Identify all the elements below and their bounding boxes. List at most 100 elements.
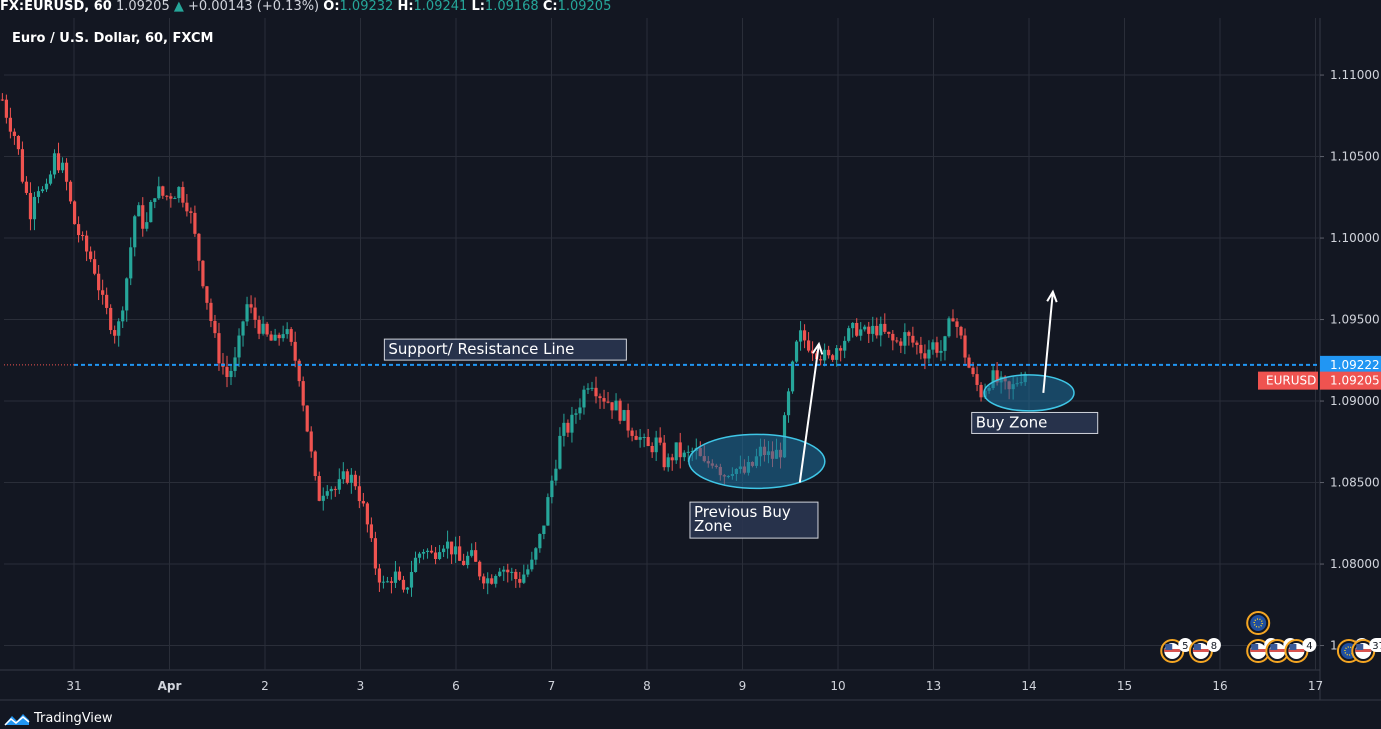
candle-body [786, 391, 791, 416]
candle-body [185, 202, 189, 212]
candle-body [819, 359, 823, 361]
last-price-tag-label: 1.09205 [1330, 374, 1380, 388]
annotation-box [383, 338, 627, 361]
arrow-head-icon [811, 341, 824, 355]
candle-body [32, 196, 37, 220]
candle-body [650, 445, 654, 453]
candle-body [121, 310, 125, 322]
price-tick-label: 1.08000 [1330, 557, 1380, 571]
candle-body [955, 321, 959, 327]
low-value: 1.09168 [484, 0, 539, 14]
candle-body [450, 541, 454, 555]
time-tick-label: 17 [1308, 679, 1323, 693]
candle-body [381, 581, 386, 583]
line-price-tag [1320, 355, 1381, 374]
candle-body [915, 342, 919, 345]
symbol-label[interactable]: FX:EURUSD, 60 [0, 0, 112, 14]
candle-body [225, 366, 229, 378]
candle-body [995, 370, 999, 383]
price-tick-label: 1.09000 [1330, 394, 1380, 408]
candle-body [562, 422, 566, 436]
candle-body [281, 334, 285, 339]
annotation-label: Previous Buy [694, 503, 791, 521]
us-flag-canton [1270, 644, 1278, 650]
event-count-badge [1369, 638, 1381, 652]
candle-body [413, 557, 418, 573]
candle-body [590, 387, 594, 389]
candle-body [297, 360, 301, 382]
candle-body [470, 550, 474, 556]
economic-events[interactable]: 585242372 [1160, 611, 1381, 663]
candle-body [153, 198, 157, 202]
candle-body [662, 442, 666, 468]
candle-body [654, 437, 658, 453]
time-axis[interactable]: 31 Apr 2 3 6 7 8 9 10 13 14 15 16 17 [66, 679, 1323, 693]
time-tick-label: 31 [66, 679, 81, 693]
us-flag-stripe [1288, 649, 1305, 652]
candle-body [60, 162, 65, 171]
candle-body [478, 561, 482, 577]
candle-body [947, 318, 951, 337]
candle-body [486, 578, 490, 584]
annotation-box [971, 411, 1099, 434]
us-flag-canton [1165, 644, 1173, 650]
candle-body [867, 326, 871, 334]
candle-body [213, 320, 217, 334]
candle-body [44, 183, 49, 190]
candle-body [249, 304, 253, 308]
us-flag-stripe [1269, 649, 1286, 652]
candle-body [646, 437, 650, 446]
candle-body [369, 524, 373, 539]
candle-body [317, 476, 321, 501]
candle-body [393, 571, 398, 583]
candle-body [582, 389, 586, 408]
candle-body [113, 330, 117, 336]
candle-body [149, 201, 153, 223]
candle-body [670, 457, 674, 461]
candle-body [798, 330, 803, 342]
candle-body [510, 571, 514, 573]
candle-body [401, 579, 406, 590]
price-tick-label: 1.11000 [1330, 68, 1380, 82]
candle-body [12, 131, 17, 136]
candle-body [341, 471, 345, 480]
candle-body [385, 581, 390, 583]
candle-body [52, 153, 57, 175]
time-tick-label: 7 [548, 679, 556, 693]
candle-body [602, 398, 606, 402]
candle-body [690, 450, 694, 452]
candle-body [177, 187, 181, 199]
candle-body [931, 342, 935, 350]
candle-body [417, 553, 422, 558]
candle-body [24, 181, 29, 193]
open-value: 1.09232 [339, 0, 394, 14]
candle-body [971, 367, 975, 375]
candle-body [0, 99, 4, 101]
candle-body [89, 251, 93, 260]
candle-body [462, 560, 466, 566]
candle-body [466, 555, 470, 566]
candle-body [911, 335, 915, 343]
candle-body [839, 348, 843, 351]
candle-body [554, 468, 558, 481]
candle-body [357, 486, 361, 502]
price-tick-label: 1.08500 [1330, 476, 1380, 490]
candle-body [526, 569, 530, 575]
candle-body [313, 451, 317, 477]
high-label: H: [397, 0, 414, 14]
candle-body [201, 260, 205, 287]
candle-body [261, 323, 265, 334]
candle-body [887, 331, 891, 334]
tradingview-brand[interactable]: TradingView [4, 711, 113, 726]
candle-body [8, 117, 12, 132]
price-change: +0.00143 (+0.13%) [188, 0, 320, 14]
low-label: L: [471, 0, 485, 14]
candle-body [875, 325, 879, 336]
candle-body [141, 205, 145, 229]
candle-body [474, 550, 478, 562]
candle-body [506, 569, 510, 573]
open-label: O: [323, 0, 340, 14]
candle-body [939, 350, 943, 353]
candle-body [109, 307, 113, 331]
